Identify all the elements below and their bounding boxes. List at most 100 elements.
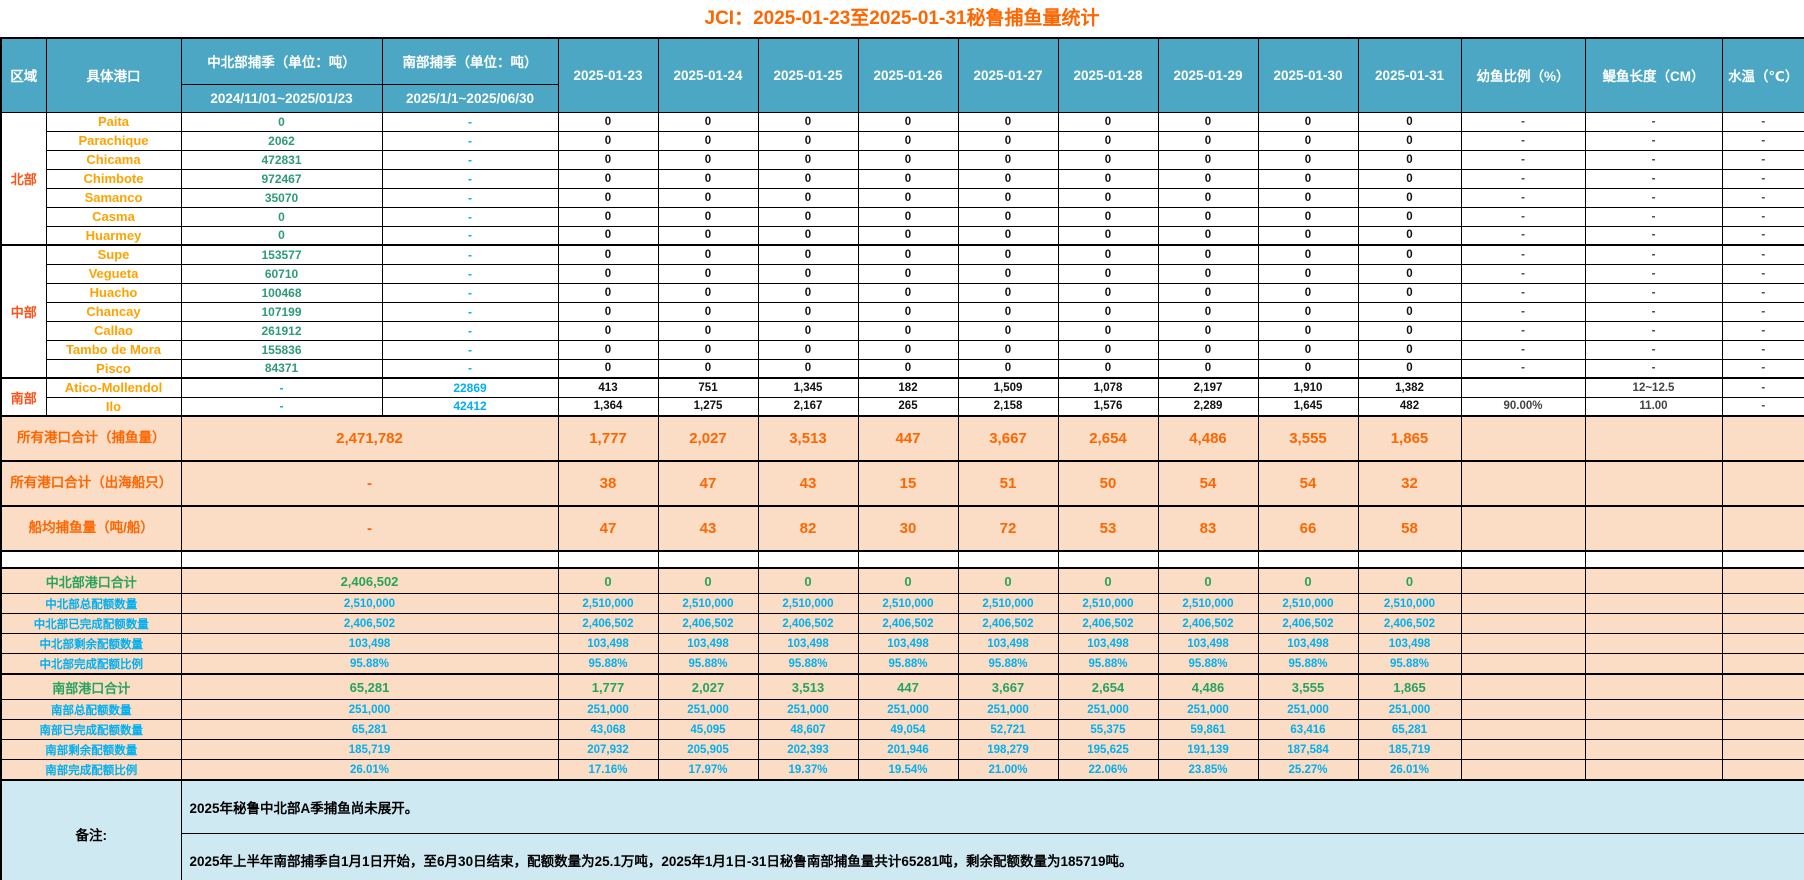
daily-catch-cell: 0 [757, 130, 859, 151]
daily-catch-cell: 1,382 [1357, 377, 1462, 398]
quota-daily-cell: 55,375 [1057, 719, 1159, 740]
daily-catch-cell: 0 [1257, 282, 1359, 303]
water-temp-cell: - [1721, 206, 1804, 227]
daily-catch-cell: 0 [1257, 168, 1359, 189]
summary-total-cell: - [180, 460, 559, 507]
daily-catch-cell: 0 [857, 111, 959, 132]
daily-catch-cell: 0 [1057, 339, 1159, 360]
daily-catch-cell: 0 [857, 149, 959, 170]
quota-daily-cell: 26.01% [1357, 759, 1462, 781]
daily-catch-cell: 0 [1157, 263, 1259, 284]
daily-catch-cell: 0 [1257, 301, 1359, 322]
daily-catch-cell: 0 [557, 282, 659, 303]
port-name-cell: Vegueta [45, 263, 182, 284]
daily-catch-cell: 0 [1057, 263, 1159, 284]
anchovy-length-cell: 12~12.5 [1584, 377, 1723, 398]
quota-daily-cell: 201,946 [857, 739, 959, 760]
quota-total-cell: 185,719 [180, 739, 559, 760]
daily-catch-cell: 0 [1157, 149, 1259, 170]
summary-daily-cell: 2,027 [657, 415, 759, 462]
gap-cell [657, 550, 759, 569]
col-header-date-1: 2025-01-24 [657, 37, 759, 113]
s-season-total-cell: - [381, 301, 559, 322]
quota-total-cell: 95.88% [180, 653, 559, 675]
quota-daily-cell: 52,721 [957, 719, 1059, 740]
quota-daily-cell: 0 [1357, 567, 1462, 594]
port-name-cell: Paita [45, 111, 182, 132]
nc-season-total-cell: 2062 [180, 130, 383, 151]
daily-catch-cell: 0 [1057, 168, 1159, 189]
daily-catch-cell: 0 [1357, 206, 1462, 227]
quota-daily-cell: 1,777 [557, 673, 659, 700]
port-name-cell: Pisco [45, 358, 182, 379]
summary-daily-cell: 50 [1057, 460, 1159, 507]
quota-label-cell: 中北部已完成配额数量 [0, 613, 182, 634]
port-name-cell: Huacho [45, 282, 182, 303]
daily-catch-cell: 0 [1157, 244, 1259, 265]
quota-empty-cell [1584, 719, 1723, 740]
port-name-cell: Parachique [45, 130, 182, 151]
daily-catch-cell: 0 [1057, 130, 1159, 151]
water-temp-cell: - [1721, 358, 1804, 379]
daily-catch-cell: 0 [1157, 168, 1259, 189]
daily-catch-cell: 0 [557, 168, 659, 189]
quota-daily-cell: 25.27% [1257, 759, 1359, 781]
anchovy-length-cell: - [1584, 320, 1723, 341]
port-name-cell: Ilo [45, 396, 182, 417]
summary-label-cell: 所有港口合计（出海船只） [0, 460, 182, 507]
summary-daily-cell: 43 [757, 460, 859, 507]
daily-catch-cell: 0 [757, 244, 859, 265]
col-header-region: 区域 [0, 37, 47, 113]
port-name-cell: Huarmey [45, 225, 182, 246]
juvenile-ratio-cell: - [1460, 111, 1586, 132]
col-header-date-0: 2025-01-23 [557, 37, 659, 113]
region-cell: 南部 [0, 377, 47, 417]
quota-total-cell: 2,510,000 [180, 593, 559, 614]
quota-daily-cell: 95.88% [1157, 653, 1259, 675]
gap-cell [180, 550, 559, 569]
summary-daily-cell: 3,513 [757, 415, 859, 462]
quota-empty-cell [1721, 593, 1804, 614]
nc-season-total-cell: 155836 [180, 339, 383, 360]
quota-daily-cell: 2,406,502 [1357, 613, 1462, 634]
daily-catch-cell: 0 [1357, 282, 1462, 303]
daily-catch-cell: 0 [957, 206, 1059, 227]
anchovy-length-cell: - [1584, 149, 1723, 170]
summary-daily-cell: 47 [657, 460, 759, 507]
daily-catch-cell: 751 [657, 377, 759, 398]
daily-catch-cell: 0 [557, 320, 659, 341]
col-header-nc-season: 中北部捕季（单位：吨） [180, 37, 383, 85]
quota-daily-cell: 0 [857, 567, 959, 594]
nc-season-total-cell: 60710 [180, 263, 383, 284]
summary-total-cell: - [180, 505, 559, 552]
quota-empty-cell [1460, 613, 1586, 634]
daily-catch-cell: 0 [757, 301, 859, 322]
quota-daily-cell: 2,406,502 [657, 613, 759, 634]
daily-catch-cell: 413 [557, 377, 659, 398]
daily-catch-cell: 0 [757, 282, 859, 303]
col-header-port: 具体港口 [45, 37, 182, 113]
daily-catch-cell: 0 [1057, 282, 1159, 303]
col-header-date-3: 2025-01-26 [857, 37, 959, 113]
quota-daily-cell: 3,667 [957, 673, 1059, 700]
daily-catch-cell: 0 [657, 301, 759, 322]
col-header-date-7: 2025-01-30 [1257, 37, 1359, 113]
quota-label-cell: 中北部完成配额比例 [0, 653, 182, 675]
region-cell: 北部 [0, 111, 47, 246]
nc-season-total-cell: 972467 [180, 168, 383, 189]
daily-catch-cell: 0 [1357, 130, 1462, 151]
daily-catch-cell: 0 [957, 320, 1059, 341]
nc-season-total-cell: 261912 [180, 320, 383, 341]
daily-catch-cell: 0 [1257, 263, 1359, 284]
daily-catch-cell: 0 [757, 187, 859, 208]
daily-catch-cell: 0 [757, 149, 859, 170]
daily-catch-cell: 0 [1357, 225, 1462, 246]
juvenile-ratio-cell [1460, 377, 1586, 398]
col-header-anchovy-length: 鳀鱼长度（CM） [1584, 37, 1723, 113]
quota-daily-cell: 2,510,000 [957, 593, 1059, 614]
quota-label-cell: 中北部剩余配额数量 [0, 633, 182, 654]
juvenile-ratio-cell: - [1460, 168, 1586, 189]
port-name-cell: Callao [45, 320, 182, 341]
quota-daily-cell: 49,054 [857, 719, 959, 740]
daily-catch-cell: 0 [857, 339, 959, 360]
